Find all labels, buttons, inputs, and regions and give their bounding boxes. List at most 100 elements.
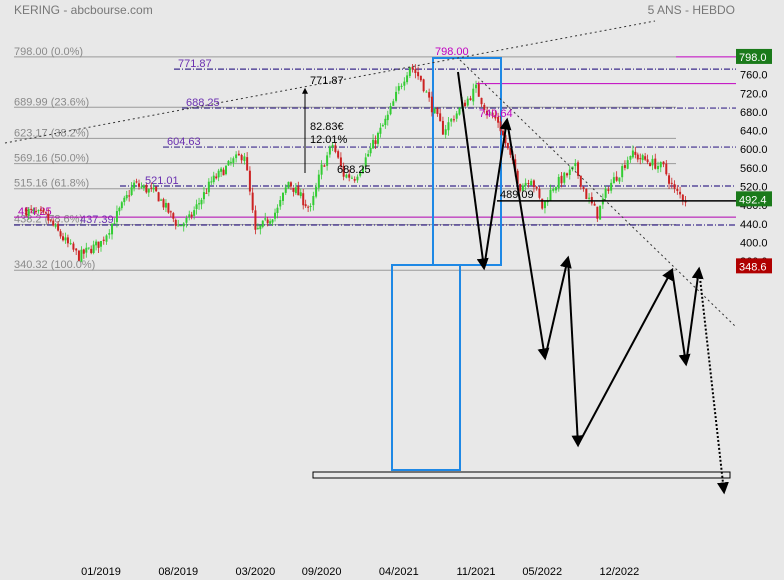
candle-body xyxy=(662,161,665,165)
candle-body xyxy=(85,247,88,253)
candle-body xyxy=(477,84,480,97)
candle-body xyxy=(193,210,196,216)
candle-body xyxy=(326,155,329,166)
candle-body xyxy=(254,210,257,230)
candle-body xyxy=(25,208,28,216)
candle-body xyxy=(297,186,300,196)
candle-body xyxy=(274,212,277,219)
candle-body xyxy=(172,213,175,219)
candle-body xyxy=(501,130,504,136)
candle-body xyxy=(610,182,613,191)
candle-body xyxy=(384,118,387,126)
candle-body xyxy=(302,193,305,206)
candle-body xyxy=(111,223,114,235)
wave-arrow xyxy=(685,266,704,365)
candle-body xyxy=(441,120,444,135)
candle-body xyxy=(222,169,225,176)
candle-body xyxy=(463,102,466,107)
candle-body xyxy=(499,121,502,132)
candle-body xyxy=(307,206,310,208)
candle-body xyxy=(271,219,274,223)
fib-label: 798.00 (0.0%) xyxy=(14,46,83,58)
range-box-bottom xyxy=(391,264,461,471)
candle-body xyxy=(422,79,425,92)
wave-arrow xyxy=(506,119,550,361)
candle-body xyxy=(406,75,409,83)
candle-body xyxy=(69,243,72,245)
candle-body xyxy=(644,156,647,160)
candle-body xyxy=(676,188,679,191)
candle-body xyxy=(472,88,475,102)
measure-top-label: 771.87 xyxy=(310,75,344,87)
candle-body xyxy=(195,204,198,210)
fib-label: 623.17 (38.2%) xyxy=(14,127,89,139)
candle-body xyxy=(372,139,375,149)
candle-body xyxy=(113,223,116,225)
candle-body xyxy=(538,188,541,198)
candle-body xyxy=(162,199,165,208)
candle-body xyxy=(87,247,90,249)
candle-body xyxy=(289,182,292,187)
candle-body xyxy=(261,220,264,227)
candle-body xyxy=(120,202,123,209)
x-tick-label: 05/2022 xyxy=(522,566,562,578)
candle-body xyxy=(367,153,370,157)
candle-body xyxy=(571,166,574,170)
candle-body xyxy=(164,202,167,208)
max-badge-bg xyxy=(736,48,772,64)
candle-body xyxy=(125,194,128,199)
candle-body xyxy=(480,97,483,105)
candle-body xyxy=(49,219,52,221)
candle-body xyxy=(188,214,191,218)
x-tick-label: 09/2020 xyxy=(302,566,342,578)
candle-body xyxy=(450,118,453,122)
candle-body xyxy=(509,148,512,155)
candle-body xyxy=(458,107,461,115)
candle-body xyxy=(256,228,259,230)
candle-body xyxy=(455,113,458,119)
candle-body xyxy=(339,157,342,167)
candle-body xyxy=(100,240,102,247)
fib-label: 689.99 (23.6%) xyxy=(14,96,89,108)
candle-body xyxy=(174,219,177,226)
candle-body xyxy=(524,182,527,186)
candle-body xyxy=(90,248,93,253)
candle-body xyxy=(75,248,78,251)
candle-body xyxy=(374,140,377,144)
second-peak-label: 740.64 xyxy=(479,108,513,120)
candle-body xyxy=(225,165,228,175)
candle-body xyxy=(621,166,624,178)
candle-body xyxy=(607,189,610,191)
candle-body xyxy=(577,162,580,176)
candle-body xyxy=(486,110,489,115)
candle-body xyxy=(516,170,519,184)
candle-body xyxy=(483,104,486,110)
candle-body xyxy=(566,173,569,176)
candle-body xyxy=(66,237,69,244)
candle-body xyxy=(430,96,433,113)
candle-body xyxy=(179,225,182,227)
candle-body xyxy=(626,160,629,169)
candle-body xyxy=(491,112,494,117)
candle-body xyxy=(212,175,215,183)
candle-body xyxy=(392,101,395,106)
candle-body xyxy=(95,241,98,246)
wave-arrow xyxy=(671,269,691,367)
candle-body xyxy=(108,233,111,235)
candle-body xyxy=(155,186,158,192)
candle-body xyxy=(369,147,372,154)
candle-body xyxy=(557,176,560,189)
candle-body xyxy=(419,75,422,81)
candle-body xyxy=(237,153,240,156)
candle-body xyxy=(135,181,138,183)
candle-body xyxy=(554,187,557,191)
candle-body xyxy=(97,241,100,248)
candle-body xyxy=(42,209,45,212)
y-tick-label: 680.0 xyxy=(740,107,768,119)
candle-body xyxy=(612,177,615,184)
candle-body xyxy=(128,195,131,197)
candle-body xyxy=(287,181,290,189)
candle-body xyxy=(140,186,143,188)
y-tick-label: 520.0 xyxy=(740,181,768,193)
candle-body xyxy=(673,184,676,189)
